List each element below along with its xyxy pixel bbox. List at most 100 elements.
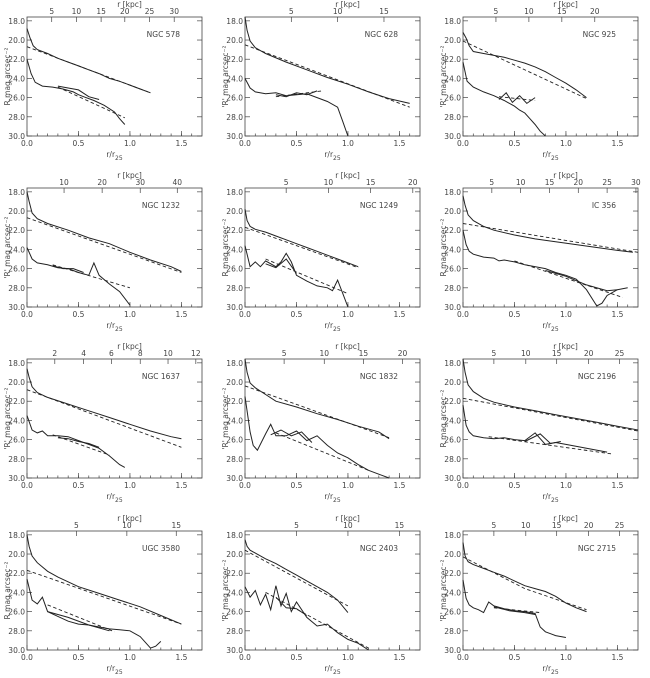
kpc-tick-label: 15 — [171, 521, 181, 530]
fit-line — [52, 434, 110, 456]
kpc-tick-label: 15 — [96, 7, 106, 16]
chart-panel: 0.0 0.5 1.0 1.5 5 10 15 18.0 20.0 22.0 24.0 26.0 28.… — [221, 0, 421, 162]
kpc-tick-label: 30 — [135, 178, 145, 187]
fit-line — [275, 432, 369, 471]
profile-line — [26, 59, 126, 125]
x-tick-label: 0.0 — [457, 481, 469, 490]
y-tick-label: 20.0 — [444, 550, 461, 559]
fit-line — [244, 44, 410, 108]
kpc-tick-label: 25 — [145, 7, 155, 16]
x-tick-label: 0.5 — [509, 310, 521, 319]
kpc-tick-label: 20 — [574, 178, 584, 187]
fit-line — [244, 549, 349, 607]
kpc-tick-label: 25 — [615, 521, 625, 530]
y-tick-label: 22.0 — [444, 55, 461, 64]
y-tick-label: 30.0 — [8, 132, 25, 141]
kpc-tick-label: 10 — [524, 7, 534, 16]
kpc-tick-label: 20 — [97, 178, 107, 187]
x-tick-label: 1.5 — [393, 139, 405, 148]
y-tick-label: 22.0 — [444, 397, 461, 406]
y-tick-label: 20.0 — [8, 36, 25, 45]
profile-line — [57, 437, 100, 448]
x-tick-label: 0.5 — [291, 653, 303, 662]
galaxy-name: NGC 1832 — [360, 372, 398, 381]
x-tick-label: 0.5 — [73, 653, 85, 662]
chart-panel: 0.0 0.5 1.0 1.5 5 10 15 20 18.0 20.0 22.0 24.0 26.0 2… — [439, 0, 639, 162]
profile-line — [244, 78, 349, 137]
kpc-tick-label: 10 — [521, 521, 531, 530]
y-tick-label: 30.0 — [226, 646, 243, 655]
y-tick-label: 22.0 — [444, 226, 461, 235]
galaxy-name: NGC 628 — [365, 30, 399, 39]
profile-line — [244, 209, 359, 268]
fit-line — [26, 389, 182, 448]
y-tick-label: 18.0 — [226, 531, 243, 540]
kpc-tick-label: 15 — [545, 178, 555, 187]
x-tick-label: 0.0 — [239, 310, 251, 319]
y-tick-label: 28.0 — [8, 113, 25, 122]
y-tick-label: 28.0 — [8, 455, 25, 464]
fit-line — [514, 260, 623, 298]
fit-line — [462, 556, 587, 611]
x-axis-label: r/r25 — [542, 492, 559, 504]
y-tick-label: 28.0 — [444, 284, 461, 293]
chart-panel: 0.0 0.5 1.0 1.5 5 10 15 18.0 20.0 22.0 24.0 26.0 28.… — [3, 514, 203, 676]
x-tick-label: 1.0 — [124, 481, 136, 490]
galaxy-name: UGC 3580 — [142, 544, 180, 553]
top-axis-label: r [kpc] — [335, 171, 360, 180]
galaxy-name: NGC 578 — [147, 30, 181, 39]
x-axis-label: r/r25 — [106, 150, 123, 162]
profile-line — [462, 230, 628, 307]
y-axis-label: R mag arcsec⁻² — [439, 219, 448, 277]
chart-panel: 0.0 0.5 1.0 1.5 5 10 15 20 18.0 20.0 22.0 24.0 26.0 2… — [221, 342, 421, 504]
x-tick-label: 1.0 — [560, 653, 572, 662]
kpc-tick-label: 5 — [294, 521, 299, 530]
y-tick-label: 26.0 — [444, 265, 461, 274]
y-tick-label: 18.0 — [8, 531, 25, 540]
plot-frame — [26, 16, 203, 137]
y-tick-label: 20.0 — [226, 36, 243, 45]
x-tick-label: 1.5 — [611, 139, 623, 148]
y-tick-label: 24.0 — [8, 416, 25, 425]
profile-line — [244, 585, 369, 651]
profile-line — [462, 61, 546, 137]
y-tick-label: 30.0 — [226, 303, 243, 312]
y-tick-label: 26.0 — [8, 265, 25, 274]
y-tick-label: 18.0 — [226, 359, 243, 368]
profile-line — [57, 85, 100, 100]
y-tick-label: 18.0 — [8, 359, 25, 368]
x-tick-label: 0.0 — [21, 481, 33, 490]
y-tick-label: 28.0 — [444, 627, 461, 636]
profile-line — [26, 247, 131, 306]
plot-frame — [462, 530, 639, 651]
y-tick-label: 26.0 — [8, 608, 25, 617]
galaxy-name: NGC 2196 — [578, 372, 616, 381]
x-axis-label: r/r25 — [106, 321, 123, 333]
x-tick-label: 0.5 — [291, 139, 303, 148]
fit-line — [26, 569, 182, 625]
plot-frame — [244, 16, 421, 137]
kpc-tick-label: 5 — [289, 7, 294, 16]
y-tick-label: 24.0 — [8, 74, 25, 83]
x-axis-label: r/r25 — [324, 321, 341, 333]
kpc-tick-label: 5 — [49, 7, 54, 16]
plot-frame — [26, 358, 203, 479]
y-tick-label: 30.0 — [444, 303, 461, 312]
kpc-tick-label: 10 — [72, 7, 82, 16]
y-tick-label: 28.0 — [226, 627, 243, 636]
y-tick-label: 18.0 — [444, 359, 461, 368]
top-axis-label: r [kpc] — [553, 171, 578, 180]
fit-line — [462, 40, 587, 100]
kpc-tick-label: 15 — [552, 349, 562, 358]
kpc-tick-label: 30 — [631, 178, 641, 187]
x-tick-label: 0.5 — [73, 139, 85, 148]
kpc-tick-label: 5 — [491, 349, 496, 358]
y-tick-label: 18.0 — [8, 188, 25, 197]
galaxy-name: NGC 1637 — [142, 372, 180, 381]
kpc-tick-label: 15 — [366, 178, 376, 187]
y-tick-label: 26.0 — [226, 436, 243, 445]
x-axis-label: r/r25 — [324, 150, 341, 162]
plot-frame — [462, 187, 639, 308]
top-axis-label: r [kpc] — [335, 514, 360, 523]
kpc-tick-label: 10 — [343, 521, 353, 530]
